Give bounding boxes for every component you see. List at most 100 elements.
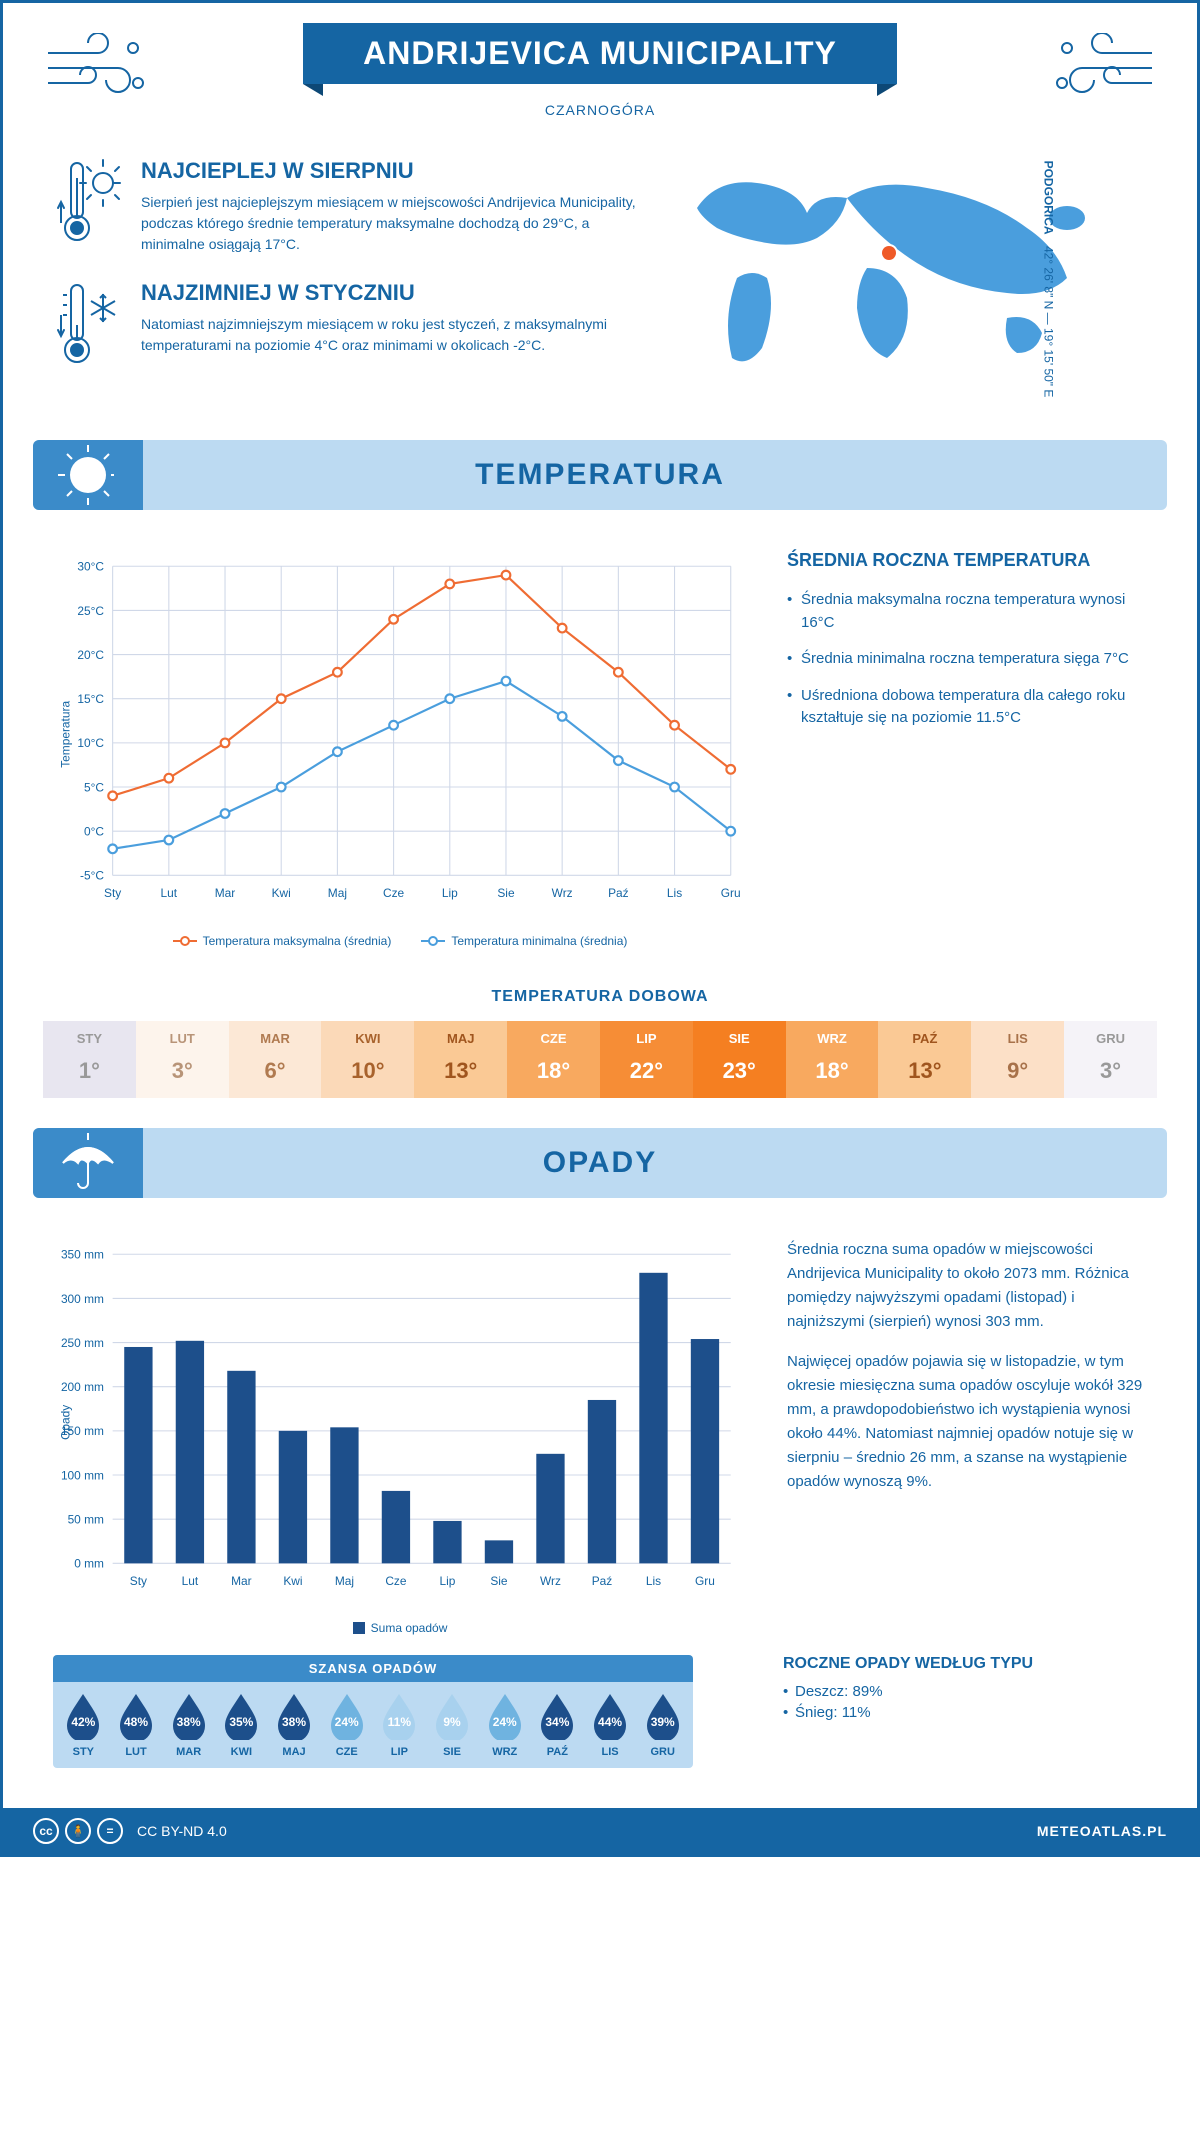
svg-text:Lut: Lut xyxy=(182,1574,199,1588)
svg-text:Maj: Maj xyxy=(328,886,347,900)
daily-temp-cell: MAJ13° xyxy=(414,1021,507,1098)
coords-city: PODGORICA xyxy=(1042,161,1056,235)
daily-temp-cell: PAŹ13° xyxy=(878,1021,971,1098)
precip-text-2: Najwięcej opadów pojawia się w listopadz… xyxy=(787,1350,1147,1494)
chance-cell: 39%GRU xyxy=(636,1692,689,1758)
svg-text:10°C: 10°C xyxy=(77,736,104,750)
license-block: cc 🧍 = CC BY-ND 4.0 xyxy=(33,1818,227,1844)
coldest-title: NAJZIMNIEJ W STYCZNIU xyxy=(141,280,637,306)
thermometer-cold-icon xyxy=(53,280,123,375)
hottest-block: NAJCIEPLEJ W SIERPNIU Sierpień jest najc… xyxy=(53,158,637,255)
hottest-text: Sierpień jest najcieplejszym miesiącem w… xyxy=(141,192,637,255)
chance-cell: 38%MAR xyxy=(162,1692,215,1758)
svg-text:Mar: Mar xyxy=(231,1574,252,1588)
svg-text:Lip: Lip xyxy=(439,1574,455,1588)
svg-text:100 mm: 100 mm xyxy=(61,1468,104,1482)
temperature-body: -5°C0°C5°C10°C15°C20°C25°C30°CStyLutMarK… xyxy=(3,530,1197,968)
page-header: ANDRIJEVICA MUNICIPALITY CZARNOGÓRA xyxy=(3,3,1197,128)
umbrella-icon xyxy=(33,1128,143,1198)
svg-text:Lis: Lis xyxy=(646,1574,661,1588)
svg-text:Kwi: Kwi xyxy=(272,886,291,900)
precipitation-legend: Suma opadów xyxy=(53,1621,747,1635)
precipitation-banner-text: OPADY xyxy=(543,1146,657,1180)
daily-temp-cell: LUT3° xyxy=(136,1021,229,1098)
svg-text:0°C: 0°C xyxy=(84,825,104,839)
svg-text:Opady: Opady xyxy=(58,1404,72,1439)
chance-cell: 42%STY xyxy=(57,1692,110,1758)
temperature-side-info: ŚREDNIA ROCZNA TEMPERATURA Średnia maksy… xyxy=(787,550,1147,948)
svg-text:Mar: Mar xyxy=(215,886,236,900)
daily-temp-title: TEMPERATURA DOBOWA xyxy=(3,988,1197,1006)
legend-min-label: Temperatura minimalna (średnia) xyxy=(451,934,627,948)
chance-cell: 44%LIS xyxy=(584,1692,637,1758)
precipitation-chart: 0 mm50 mm100 mm150 mm200 mm250 mm300 mm3… xyxy=(53,1238,747,1636)
temperature-bullet: Średnia minimalna roczna temperatura się… xyxy=(787,648,1147,671)
legend-min: .legend-item:nth-child(2) .legend-swatch… xyxy=(421,934,627,948)
legend-max-label: Temperatura maksymalna (średnia) xyxy=(203,934,392,948)
precip-type-item: Deszcz: 89% xyxy=(783,1683,1033,1700)
svg-text:Sie: Sie xyxy=(490,1574,508,1588)
chance-cell: 24%CZE xyxy=(320,1692,373,1758)
svg-text:Cze: Cze xyxy=(385,1574,407,1588)
daily-temp-cell: MAR6° xyxy=(229,1021,322,1098)
daily-temp-cell: GRU3° xyxy=(1064,1021,1157,1098)
svg-text:50 mm: 50 mm xyxy=(68,1512,104,1526)
daily-temp-cell: WRZ18° xyxy=(786,1021,879,1098)
svg-text:Wrz: Wrz xyxy=(552,886,573,900)
precipitation-by-type: ROCZNE OPADY WEDŁUG TYPU Deszcz: 89% Śnie… xyxy=(783,1655,1033,1758)
precipitation-banner: OPADY xyxy=(33,1128,1167,1198)
temperature-bullet: Uśredniona dobowa temperatura dla całego… xyxy=(787,685,1147,730)
svg-text:Kwi: Kwi xyxy=(283,1574,302,1588)
legend-max: .legend-item:nth-child(1) .legend-swatch… xyxy=(173,934,392,948)
coldest-text: Natomiast najzimniejszym miesiącem w rok… xyxy=(141,314,637,356)
precip-type-title: ROCZNE OPADY WEDŁUG TYPU xyxy=(783,1655,1033,1673)
daily-temp-cell: CZE18° xyxy=(507,1021,600,1098)
svg-text:Paź: Paź xyxy=(592,1574,613,1588)
svg-text:0 mm: 0 mm xyxy=(74,1556,104,1570)
temperature-bullets: Średnia maksymalna roczna temperatura wy… xyxy=(787,589,1147,730)
svg-text:Lip: Lip xyxy=(442,886,458,900)
coords-value: 42° 26' 8" N — 19° 15' 50" E xyxy=(1042,246,1056,397)
coldest-block: NAJZIMNIEJ W STYCZNIU Natomiast najzimni… xyxy=(53,280,637,375)
chance-cell: 38%MAJ xyxy=(268,1692,321,1758)
coordinates: PODGORICA 42° 26' 8" N — 19° 15' 50" E xyxy=(1042,161,1056,398)
svg-text:Maj: Maj xyxy=(335,1574,354,1588)
page-container: ANDRIJEVICA MUNICIPALITY CZARNOGÓRA NAJC… xyxy=(0,0,1200,1857)
svg-text:250 mm: 250 mm xyxy=(61,1336,104,1350)
info-row: NAJCIEPLEJ W SIERPNIU Sierpień jest najc… xyxy=(3,128,1197,420)
hottest-title: NAJCIEPLEJ W SIERPNIU xyxy=(141,158,637,184)
temperature-bullet: Średnia maksymalna roczna temperatura wy… xyxy=(787,589,1147,634)
daily-temp-cell: LIP22° xyxy=(600,1021,693,1098)
temperature-banner-text: TEMPERATURA xyxy=(475,458,725,492)
page-footer: cc 🧍 = CC BY-ND 4.0 METEOATLAS.PL xyxy=(3,1808,1197,1854)
precipitation-chance: SZANSA OPADÓW 42%STY48%LUT38%MAR35%KWI38… xyxy=(53,1655,693,1768)
info-left-column: NAJCIEPLEJ W SIERPNIU Sierpień jest najc… xyxy=(53,158,637,400)
page-title: ANDRIJEVICA MUNICIPALITY xyxy=(303,23,897,84)
svg-text:25°C: 25°C xyxy=(77,604,104,618)
temperature-banner: TEMPERATURA xyxy=(33,440,1167,510)
svg-text:Gru: Gru xyxy=(721,886,741,900)
daily-temp-cell: LIS9° xyxy=(971,1021,1064,1098)
world-map: PODGORICA 42° 26' 8" N — 19° 15' 50" E xyxy=(667,158,1147,400)
precip-text-1: Średnia roczna suma opadów w miejscowośc… xyxy=(787,1238,1147,1334)
chance-cell: 24%WRZ xyxy=(478,1692,531,1758)
legend-precip: Suma opadów xyxy=(353,1621,448,1635)
chance-cell: 35%KWI xyxy=(215,1692,268,1758)
svg-text:Paź: Paź xyxy=(608,886,629,900)
chance-row: 42%STY48%LUT38%MAR35%KWI38%MAJ24%CZE11%L… xyxy=(53,1682,693,1768)
svg-text:20°C: 20°C xyxy=(77,648,104,662)
sun-icon xyxy=(33,440,143,510)
chance-cell: 34%PAŹ xyxy=(531,1692,584,1758)
nd-icon: = xyxy=(97,1818,123,1844)
legend-precip-label: Suma opadów xyxy=(371,1621,448,1635)
page-subtitle: CZARNOGÓRA xyxy=(3,102,1197,118)
svg-text:30°C: 30°C xyxy=(77,560,104,574)
site-name: METEOATLAS.PL xyxy=(1037,1823,1167,1839)
svg-text:Gru: Gru xyxy=(695,1574,715,1588)
precip-type-item: Śnieg: 11% xyxy=(783,1704,1033,1721)
annual-temp-title: ŚREDNIA ROCZNA TEMPERATURA xyxy=(787,550,1147,571)
svg-text:Lut: Lut xyxy=(161,886,178,900)
svg-text:Sie: Sie xyxy=(497,886,515,900)
cc-icon: cc xyxy=(33,1818,59,1844)
svg-text:350 mm: 350 mm xyxy=(61,1247,104,1261)
